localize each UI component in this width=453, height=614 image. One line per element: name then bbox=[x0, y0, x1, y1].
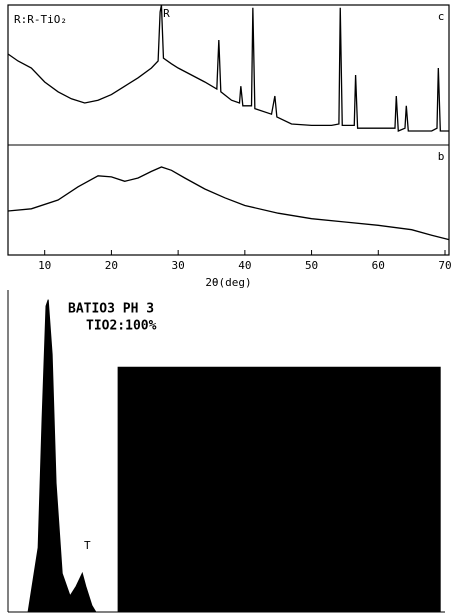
xrd-frame bbox=[7, 4, 450, 256]
xrd-line bbox=[7, 4, 449, 132]
x-tick-label: 30 bbox=[172, 259, 185, 272]
x-tick-label: 20 bbox=[105, 259, 118, 272]
x-tick-label: 40 bbox=[238, 259, 251, 272]
x-tick-label: 10 bbox=[38, 259, 51, 272]
x-axis-label: 2θ(deg) bbox=[205, 276, 251, 289]
peak-annotation: T bbox=[84, 539, 91, 552]
chart-title: BATIO3 PH 3 bbox=[68, 302, 154, 317]
series-label: c bbox=[438, 10, 445, 23]
xrd-line bbox=[7, 166, 450, 241]
spectrum-area bbox=[27, 299, 441, 613]
series-label: b bbox=[438, 150, 445, 163]
peak-annotation: R bbox=[163, 7, 170, 20]
x-tick-label: 60 bbox=[372, 259, 385, 272]
chart-subtitle: TIO2:100% bbox=[86, 319, 157, 334]
chart-title: R:R-TiO₂ bbox=[14, 13, 67, 26]
x-tick-label: 70 bbox=[438, 259, 451, 272]
x-tick-label: 50 bbox=[305, 259, 318, 272]
